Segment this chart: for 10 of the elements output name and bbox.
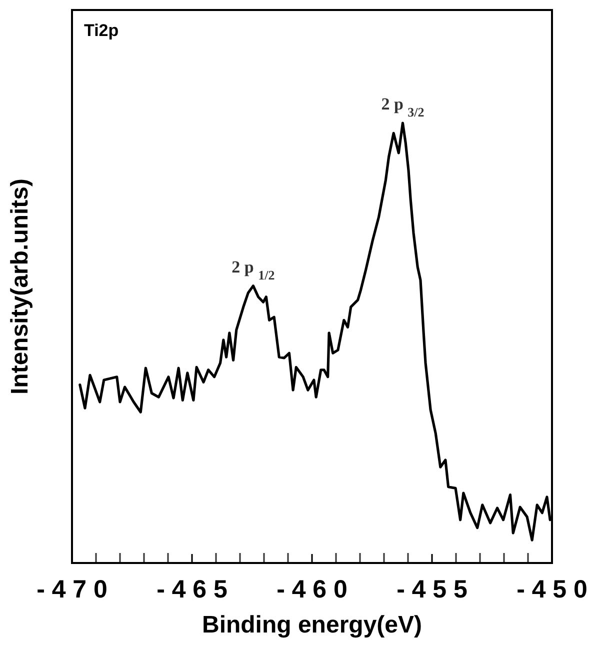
x-tick-label: - 4 6 5 (156, 576, 228, 604)
annotation: 2 p 1/2 (232, 257, 275, 282)
x-axis-title: Binding energy(eV) (202, 612, 422, 638)
annotation: 2 p 3/2 (381, 94, 424, 120)
y-axis-title: Intensity(arb.units) (6, 178, 34, 395)
x-tick-label: - 4 5 0 (516, 576, 588, 604)
x-tick-label: - 4 7 0 (36, 576, 108, 604)
text: Ti2p (84, 21, 119, 40)
x-tick-label: - 4 6 0 (276, 576, 348, 604)
x-tick-label: - 4 5 5 (396, 576, 468, 604)
